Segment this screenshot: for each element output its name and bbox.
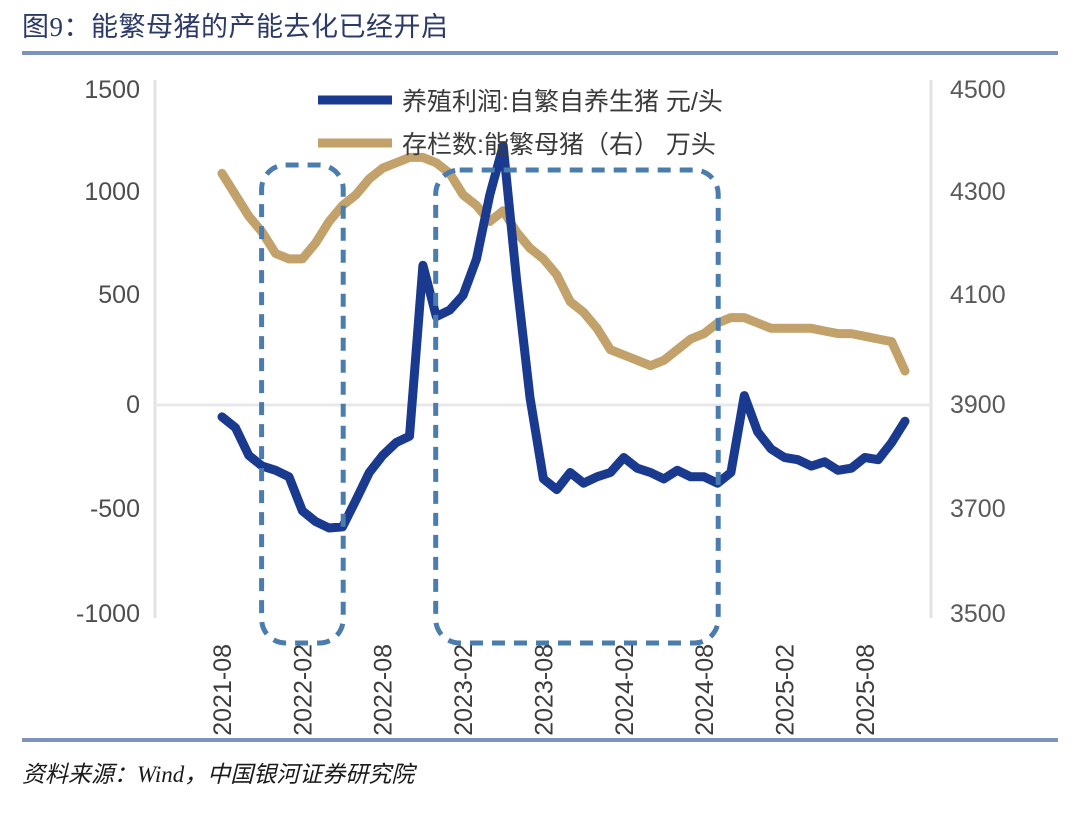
x-axis-ticks: 2021-08 2022-02 2022-08 2023-02 2023-08 2024-…	[209, 644, 880, 736]
x-axis-tick: 2022-02	[289, 644, 317, 736]
title-block: 图9：能繁母猪的产能去化已经开启	[22, 10, 1058, 55]
x-axis-tick: 2023-02	[450, 644, 478, 736]
y-left-tick: 1500	[84, 76, 140, 104]
x-axis-tick: 2024-02	[611, 644, 639, 736]
x-axis-tick: 2025-02	[772, 644, 800, 736]
y-right-tick: 4100	[950, 281, 1006, 309]
x-axis-tick: 2025-08	[852, 644, 880, 736]
y-right-tick: 4300	[950, 178, 1006, 206]
y-axis-right-ticks: 4500 4300 4100 3900 3700 3500	[950, 76, 1006, 628]
pig-profit-sow-stock-chart: 1500 1000 500 0 -500 -1000 4500 4300 410…	[76, 76, 1006, 736]
chart-legend: 养殖利润:自繁自养生猪 元/头 存栏数:能繁母猪（右） 万头	[318, 88, 723, 159]
source-divider	[22, 738, 1058, 742]
x-axis-tick: 2024-08	[691, 644, 719, 736]
page-title: 图9：能繁母猪的产能去化已经开启	[22, 12, 449, 42]
legend-label-breeding-profit: 养殖利润:自繁自养生猪 元/头	[402, 88, 723, 116]
y-right-tick: 3700	[950, 495, 1006, 523]
series-group	[217, 141, 910, 533]
source-note: 资料来源：Wind，中国银河证券研究院	[22, 762, 415, 787]
axis-lines	[153, 80, 933, 618]
y-right-tick: 4500	[950, 76, 1006, 104]
title-divider	[22, 51, 1058, 55]
y-left-tick: -1000	[76, 600, 140, 628]
highlight-box	[433, 167, 721, 646]
y-left-tick: 500	[98, 281, 140, 309]
series-line-breeding-profit	[217, 141, 910, 533]
y-axis-left-ticks: 1500 1000 500 0 -500 -1000	[76, 76, 140, 628]
y-right-tick: 3900	[950, 391, 1006, 419]
y-left-tick: 1000	[84, 178, 140, 206]
y-left-tick: 0	[126, 391, 140, 419]
annotation-boxes	[259, 162, 721, 646]
legend-label-sow-stock: 存栏数:能繁母猪（右） 万头	[402, 131, 716, 159]
y-left-tick: -500	[90, 495, 140, 523]
y-right-tick: 3500	[950, 600, 1006, 628]
x-axis-tick: 2022-08	[370, 644, 398, 736]
series-line-sow-stock	[217, 152, 910, 376]
chart-plot-area: 1500 1000 500 0 -500 -1000 4500 4300 410…	[0, 60, 1080, 740]
x-axis-tick: 2021-08	[209, 644, 237, 736]
highlight-box	[259, 162, 346, 646]
x-axis-tick: 2023-08	[530, 644, 558, 736]
source-block: 资料来源：Wind，中国银河证券研究院	[22, 738, 1058, 789]
